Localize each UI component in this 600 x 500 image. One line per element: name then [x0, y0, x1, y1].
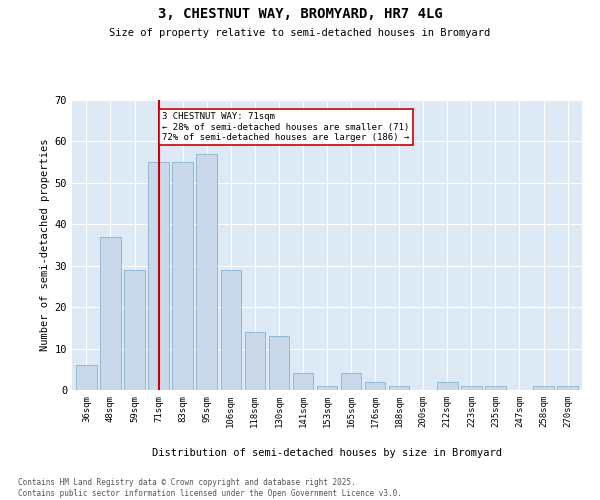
Bar: [437, 382, 458, 390]
Y-axis label: Number of semi-detached properties: Number of semi-detached properties: [40, 138, 50, 352]
Bar: [461, 386, 482, 390]
Bar: [100, 236, 121, 390]
Bar: [557, 386, 578, 390]
Bar: [196, 154, 217, 390]
Bar: [269, 336, 289, 390]
Text: Size of property relative to semi-detached houses in Bromyard: Size of property relative to semi-detach…: [109, 28, 491, 38]
Bar: [124, 270, 145, 390]
Text: 3 CHESTNUT WAY: 71sqm
← 28% of semi-detached houses are smaller (71)
72% of semi: 3 CHESTNUT WAY: 71sqm ← 28% of semi-deta…: [162, 112, 409, 142]
Bar: [485, 386, 506, 390]
Bar: [293, 374, 313, 390]
Bar: [317, 386, 337, 390]
Bar: [76, 365, 97, 390]
Text: Distribution of semi-detached houses by size in Bromyard: Distribution of semi-detached houses by …: [152, 448, 502, 458]
Bar: [533, 386, 554, 390]
Text: Contains HM Land Registry data © Crown copyright and database right 2025.
Contai: Contains HM Land Registry data © Crown c…: [18, 478, 402, 498]
Text: 3, CHESTNUT WAY, BROMYARD, HR7 4LG: 3, CHESTNUT WAY, BROMYARD, HR7 4LG: [158, 8, 442, 22]
Bar: [172, 162, 193, 390]
Bar: [341, 374, 361, 390]
Bar: [221, 270, 241, 390]
Bar: [148, 162, 169, 390]
Bar: [365, 382, 385, 390]
Bar: [389, 386, 409, 390]
Bar: [245, 332, 265, 390]
